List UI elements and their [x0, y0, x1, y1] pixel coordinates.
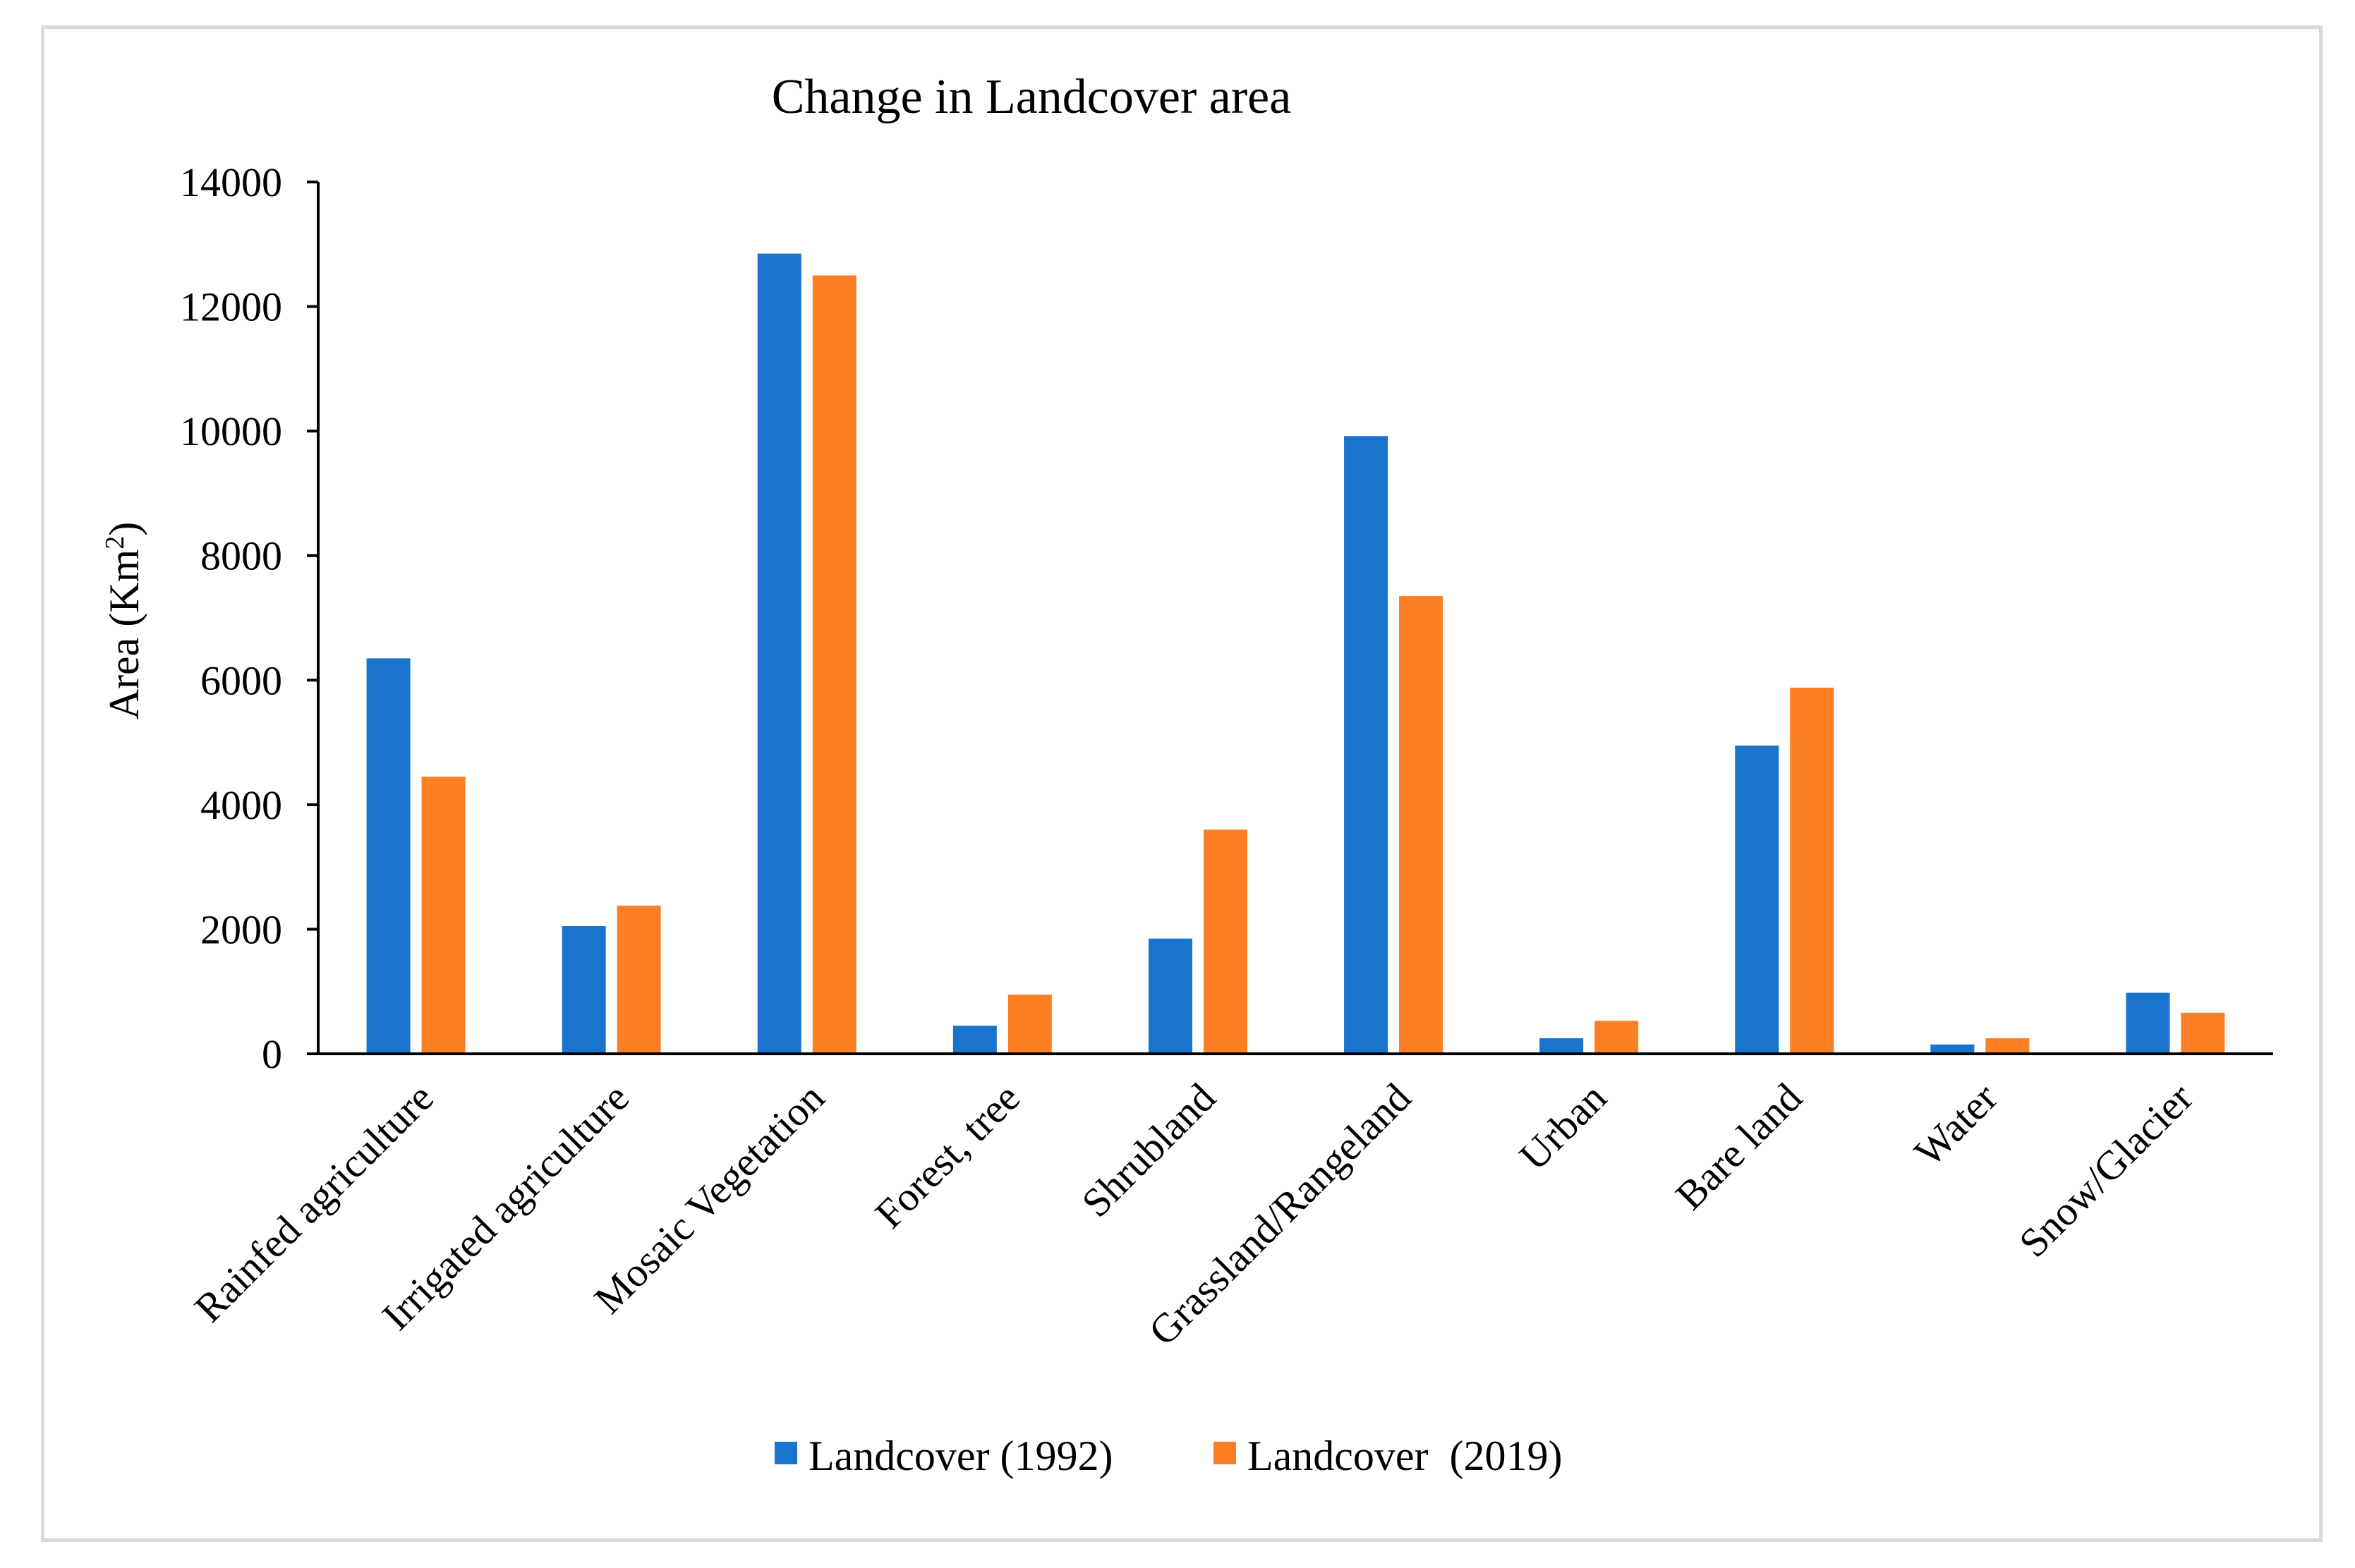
- x-tick-label: Urban: [1511, 1074, 1615, 1179]
- bar-1992: [366, 658, 411, 1054]
- chart-frame: [41, 25, 2323, 1542]
- y-axis-label-text: Area (Km: [101, 549, 147, 720]
- x-tick-label: Forest, tree: [866, 1074, 1029, 1236]
- legend-swatch-1992: [775, 1442, 797, 1464]
- chart-title: Change in Landcover area: [772, 70, 1292, 124]
- bar-2019: [1594, 1021, 1639, 1054]
- bar-2019: [617, 905, 661, 1054]
- x-tick-label: Water: [1906, 1074, 2006, 1175]
- bar-2019: [1790, 687, 1834, 1054]
- bar-1992: [952, 1026, 997, 1054]
- x-tick-label: Bare land: [1666, 1074, 1810, 1218]
- bar-1992: [757, 253, 801, 1054]
- y-axis-label-superscript: 2: [100, 536, 130, 549]
- x-tick-label: Snow/Glacier: [2010, 1074, 2201, 1265]
- bar-1992: [1930, 1044, 1975, 1054]
- y-tick-label: 10000: [180, 408, 282, 454]
- legend-label-1992: Landcover (1992): [809, 1433, 1113, 1479]
- bar-2019: [1007, 995, 1052, 1054]
- bar-2019: [1985, 1038, 2030, 1054]
- y-axis-label: Area (Km2): [100, 522, 147, 720]
- bar-2019: [421, 777, 466, 1054]
- y-tick-label: 8000: [200, 533, 282, 579]
- bar-2019: [812, 275, 856, 1054]
- x-tick-label: Shrubland: [1073, 1074, 1225, 1226]
- bar-1992: [1735, 745, 1779, 1054]
- y-tick-label: 6000: [200, 657, 282, 703]
- bar-1992: [2126, 992, 2170, 1054]
- y-tick-label: 12000: [180, 284, 282, 330]
- y-tick-label: 14000: [180, 159, 282, 205]
- bar-2019: [2181, 1012, 2225, 1054]
- y-tick-label: 4000: [200, 782, 282, 828]
- y-axis-label-suffix: ): [101, 522, 147, 536]
- y-tick-label: 0: [262, 1031, 282, 1077]
- bar-1992: [1539, 1038, 1584, 1054]
- bars: [366, 253, 2225, 1054]
- bar-1992: [1148, 938, 1192, 1054]
- bar-1992: [1344, 436, 1388, 1054]
- legend-swatch-2019: [1213, 1442, 1236, 1464]
- bar-2019: [1203, 829, 1247, 1054]
- bar-2019: [1399, 596, 1443, 1054]
- y-axis-ticks: 0 2000 4000 6000 8000 10000 12000 14000: [180, 159, 318, 1077]
- bar-1992: [562, 926, 606, 1054]
- legend-label-2019: Landcover (2019): [1247, 1433, 1562, 1479]
- y-tick-label: 2000: [200, 906, 282, 952]
- legend: Landcover (1992) Landcover (2019): [775, 1433, 1562, 1479]
